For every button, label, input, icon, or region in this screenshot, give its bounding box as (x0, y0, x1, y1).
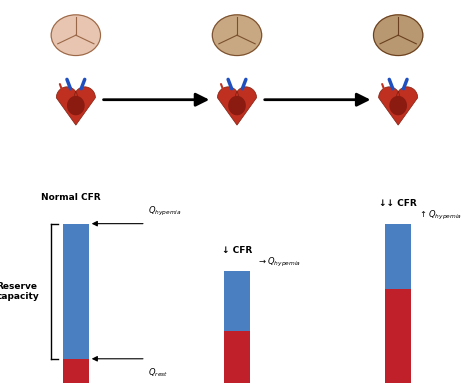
Text: Reserve
capacity: Reserve capacity (0, 282, 39, 301)
Text: Normal CFR: Normal CFR (41, 193, 101, 202)
Text: $Q_{hypemia}$: $Q_{hypemia}$ (148, 204, 182, 218)
Circle shape (212, 15, 262, 56)
Text: $\rightarrow Q_{hypemia}$: $\rightarrow Q_{hypemia}$ (257, 255, 301, 269)
Text: ↓ CFR: ↓ CFR (222, 246, 252, 255)
Bar (224, 271, 250, 331)
PathPatch shape (379, 87, 418, 125)
PathPatch shape (218, 87, 256, 125)
Text: $\uparrow Q_{hypemia}$: $\uparrow Q_{hypemia}$ (418, 208, 462, 222)
Circle shape (374, 15, 423, 56)
Bar (63, 224, 89, 359)
PathPatch shape (228, 96, 246, 115)
PathPatch shape (67, 96, 85, 115)
Bar (385, 224, 411, 289)
Circle shape (51, 15, 100, 56)
Bar (224, 331, 250, 383)
PathPatch shape (389, 96, 407, 115)
Bar (63, 359, 89, 383)
Bar (385, 289, 411, 383)
Text: $Q_{rest}$: $Q_{rest}$ (148, 367, 168, 379)
Text: ↓↓ CFR: ↓↓ CFR (379, 199, 417, 208)
PathPatch shape (56, 87, 95, 125)
